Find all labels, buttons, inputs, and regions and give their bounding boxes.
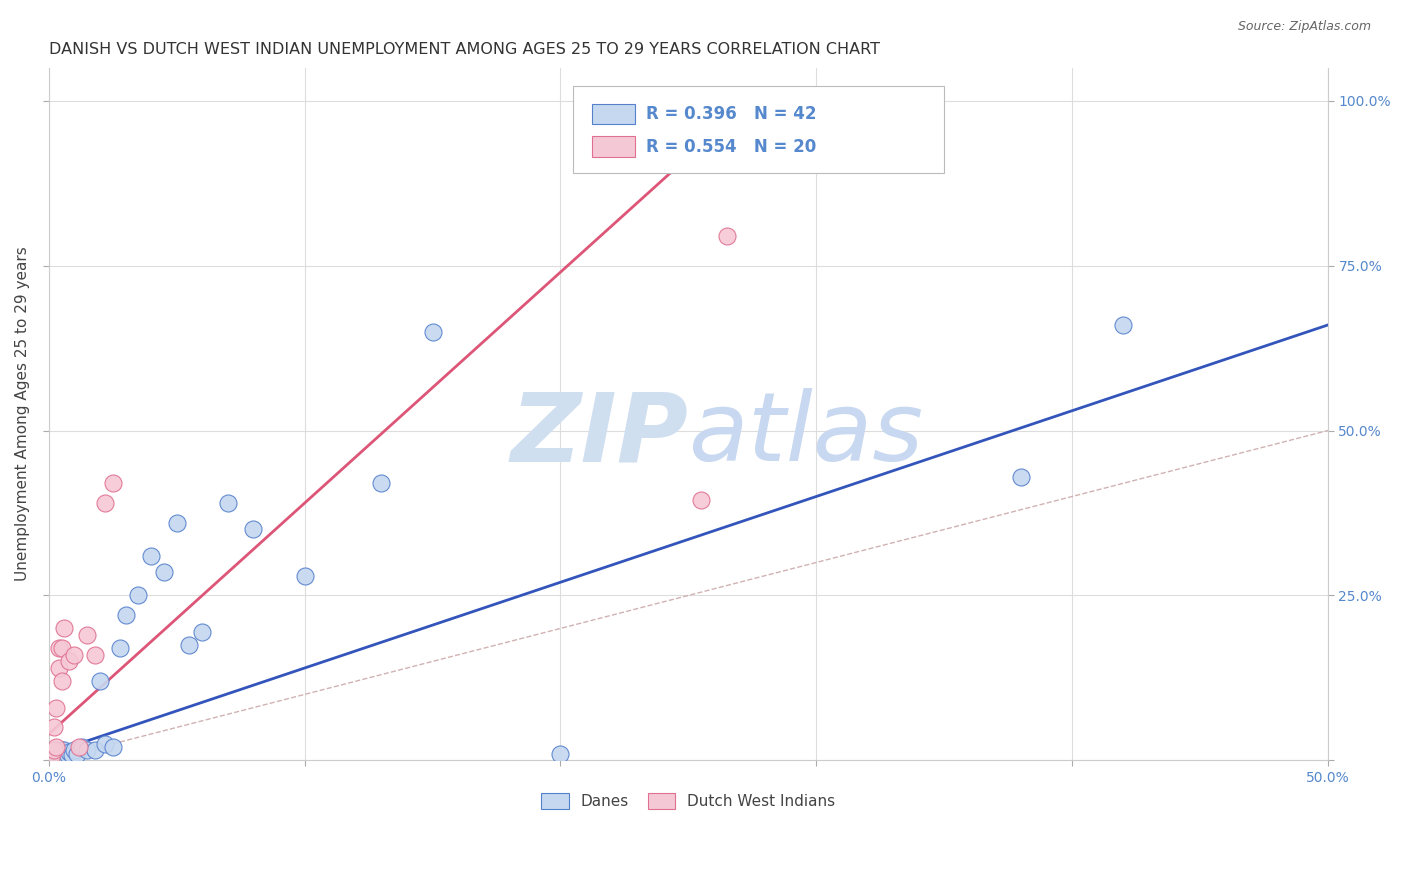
Point — [39, 750, 62, 764]
Point — [53, 748, 76, 763]
Text: ZIP: ZIP — [510, 388, 689, 482]
Point — [741, 117, 763, 131]
Point — [101, 476, 124, 491]
Point — [45, 743, 67, 757]
Point — [127, 589, 149, 603]
Point — [42, 743, 65, 757]
Point — [42, 720, 65, 734]
Point — [101, 740, 124, 755]
Point — [76, 628, 98, 642]
Point — [114, 608, 136, 623]
Point — [89, 674, 111, 689]
Point — [51, 750, 73, 764]
Text: R = 0.396   N = 42: R = 0.396 N = 42 — [647, 105, 817, 123]
Point — [1112, 318, 1135, 332]
Point — [110, 641, 132, 656]
Text: Source: ZipAtlas.com: Source: ZipAtlas.com — [1237, 20, 1371, 33]
Point — [42, 746, 65, 760]
Point — [66, 747, 89, 761]
Point — [139, 549, 162, 563]
Point — [422, 325, 444, 339]
Point — [45, 740, 67, 755]
Point — [83, 743, 105, 757]
Point — [94, 496, 117, 510]
FancyBboxPatch shape — [574, 87, 945, 173]
Point — [51, 641, 73, 656]
Point — [166, 516, 188, 530]
Point — [48, 641, 70, 656]
Point — [42, 750, 65, 764]
Point — [370, 476, 392, 491]
Y-axis label: Unemployment Among Ages 25 to 29 years: Unemployment Among Ages 25 to 29 years — [15, 247, 30, 582]
Point — [294, 568, 316, 582]
Point — [48, 746, 70, 760]
Point — [45, 748, 67, 763]
Point — [76, 743, 98, 757]
Point — [242, 523, 264, 537]
Text: R = 0.554   N = 20: R = 0.554 N = 20 — [647, 137, 817, 155]
FancyBboxPatch shape — [592, 136, 634, 157]
Point — [1010, 469, 1032, 483]
Text: atlas: atlas — [689, 388, 924, 482]
Point — [69, 740, 91, 755]
Point — [716, 228, 738, 243]
Point — [153, 566, 176, 580]
Legend: Danes, Dutch West Indians: Danes, Dutch West Indians — [536, 787, 842, 815]
Point — [83, 648, 105, 662]
Point — [51, 674, 73, 689]
Point — [48, 748, 70, 763]
Point — [550, 747, 572, 761]
FancyBboxPatch shape — [592, 103, 634, 125]
Point — [45, 700, 67, 714]
Point — [58, 746, 80, 760]
Point — [45, 750, 67, 764]
Point — [51, 743, 73, 757]
Point — [179, 638, 201, 652]
Point — [53, 622, 76, 636]
Point — [690, 492, 713, 507]
Point — [58, 655, 80, 669]
Point — [48, 661, 70, 675]
Point — [217, 496, 239, 510]
Point — [39, 747, 62, 761]
Point — [55, 747, 77, 761]
Point — [191, 624, 214, 639]
Point — [51, 747, 73, 761]
Point — [94, 737, 117, 751]
Point — [63, 743, 86, 757]
Point — [63, 648, 86, 662]
Text: DANISH VS DUTCH WEST INDIAN UNEMPLOYMENT AMONG AGES 25 TO 29 YEARS CORRELATION C: DANISH VS DUTCH WEST INDIAN UNEMPLOYMENT… — [49, 42, 880, 57]
Point — [53, 743, 76, 757]
Point — [70, 740, 93, 755]
Point — [39, 750, 62, 764]
Point — [42, 748, 65, 763]
Point — [60, 748, 83, 763]
